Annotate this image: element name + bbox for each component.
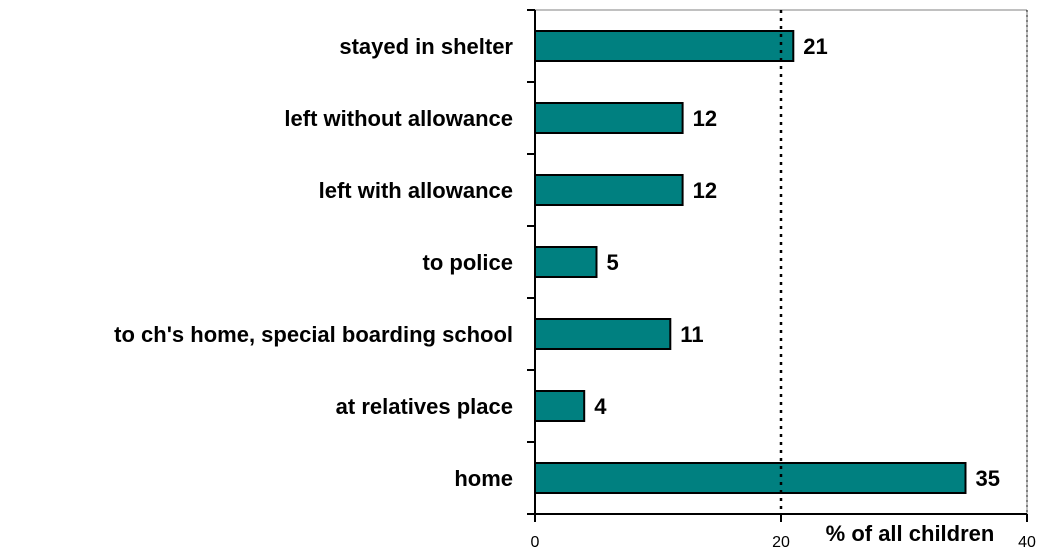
category-label: to ch's home, special boarding school (114, 322, 513, 347)
value-label: 11 (680, 322, 703, 347)
bar-2 (534, 174, 684, 206)
x-axis-title: % of all children (826, 521, 995, 546)
category-label: stayed in shelter (339, 34, 513, 59)
bar-1 (534, 102, 684, 134)
bars-layer (534, 30, 967, 494)
bar-4 (534, 318, 672, 350)
bar-3 (534, 246, 598, 278)
bar-6 (534, 462, 967, 494)
value-label: 12 (693, 178, 717, 203)
category-label: left with allowance (319, 178, 513, 203)
category-label: left without allowance (284, 106, 513, 131)
bar-0 (534, 30, 795, 62)
x-tick-label: 20 (772, 534, 790, 551)
bar-5 (534, 390, 586, 422)
x-tick-label: 40 (1018, 534, 1036, 551)
value-label: 12 (693, 106, 717, 131)
value-label: 21 (803, 34, 827, 59)
x-tick-label: 0 (531, 534, 540, 551)
value-label: 35 (976, 466, 1000, 491)
value-label: 4 (594, 394, 607, 419)
value-label: 5 (607, 250, 619, 275)
axis-layer (527, 9, 1028, 522)
category-label: at relatives place (336, 394, 513, 419)
labels-layer: stayed in shelter 21 left without allowanc… (114, 34, 1036, 551)
category-label: to police (423, 250, 513, 275)
category-label: home (454, 466, 513, 491)
